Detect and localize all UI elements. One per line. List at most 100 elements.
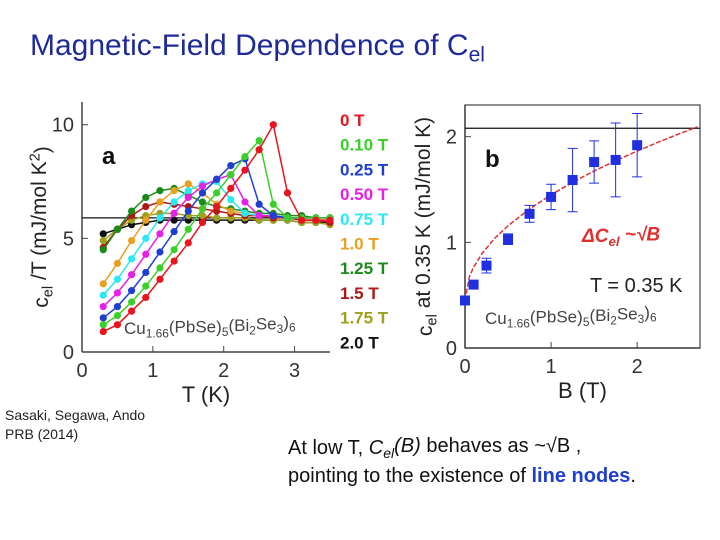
condition-label: T = 0.35 K: [590, 275, 683, 297]
text-part: 6: [289, 320, 296, 334]
data-point: [198, 189, 207, 197]
data-point: [198, 218, 207, 227]
text-part: el: [424, 314, 440, 325]
text-part: line nodes: [532, 465, 631, 487]
data-point: [170, 198, 178, 206]
panel-label: b: [485, 146, 500, 173]
text-part: (B): [394, 435, 421, 457]
data-point: [128, 207, 136, 215]
data-point: [184, 225, 192, 233]
fit-label: ΔCel ~√B: [581, 224, 660, 249]
legend-entry: 0.10 T: [340, 136, 389, 155]
text-part: el: [40, 286, 56, 297]
data-point: [170, 257, 178, 265]
data-point: [567, 175, 578, 186]
data-point: [241, 209, 249, 217]
data-point: [128, 255, 136, 263]
legend-entry: 0 T: [340, 111, 365, 130]
data-point: [142, 193, 150, 202]
x-tick-label: 2: [218, 360, 229, 382]
data-point: [170, 209, 178, 217]
data-point: [546, 191, 557, 202]
text-part: ): [644, 303, 650, 322]
data-point: [503, 234, 514, 245]
text-part: Se: [256, 314, 277, 333]
data-point: [128, 237, 136, 245]
data-point: [632, 140, 643, 151]
text-part: 3: [638, 312, 645, 326]
data-point: [227, 196, 235, 204]
text-part: Se: [617, 304, 638, 323]
text-part: c: [414, 326, 437, 337]
data-point: [99, 246, 107, 254]
data-point: [184, 187, 192, 195]
text-part: C: [369, 437, 384, 459]
data-point: [184, 193, 192, 202]
data-point: [255, 212, 263, 220]
data-point: [156, 230, 164, 238]
text-part: ): [31, 146, 54, 153]
data-point: [184, 207, 192, 215]
data-point: [156, 214, 164, 222]
text-part: (PbSe): [530, 307, 583, 326]
data-point: [298, 216, 306, 224]
text-part: Magnetic-Field Dependence of C: [30, 29, 469, 62]
data-point: [99, 302, 107, 311]
data-point: [460, 295, 470, 306]
data-point: [142, 293, 150, 302]
data-point: [156, 275, 164, 283]
data-point: [142, 250, 150, 258]
text-part: Cu: [124, 319, 146, 338]
data-point: [170, 187, 178, 195]
x-axis-label: T (K): [182, 382, 230, 407]
plot-area: [464, 104, 701, 349]
data-point: [269, 200, 277, 208]
text-part: ΔC: [581, 226, 609, 247]
x-tick-label: 1: [147, 360, 158, 382]
data-point: [255, 137, 263, 145]
data-point: [99, 291, 107, 299]
text-part: ~√B: [620, 224, 661, 245]
compound-label: Cu1.66(PbSe)5(Bi2Se3)6: [485, 303, 657, 331]
legend-entry: 1.0 T: [340, 235, 379, 254]
data-point: [589, 157, 600, 168]
legend-entry: 1.25 T: [340, 259, 389, 278]
text-part: 5: [583, 315, 590, 329]
y-tick-label: 5: [63, 228, 74, 250]
x-tick-label: 3: [289, 360, 300, 382]
legend-entry: 2.0 T: [340, 333, 379, 352]
data-point: [142, 282, 150, 290]
legend-entry: 0.75 T: [340, 210, 389, 229]
data-point: [99, 321, 107, 329]
data-point: [99, 237, 107, 245]
data-point: [113, 302, 122, 311]
data-point: [156, 187, 164, 195]
data-point: [142, 202, 150, 211]
text-part: Cu: [485, 309, 507, 328]
data-point: [481, 260, 492, 271]
data-point: [113, 321, 122, 329]
data-point: [113, 275, 122, 283]
x-tick-label: 0: [459, 356, 470, 378]
text-part: el: [383, 445, 395, 461]
data-point: [227, 162, 235, 170]
data-point: [326, 216, 334, 224]
data-point: [99, 314, 107, 322]
text-part: 2: [27, 153, 43, 161]
panel-label: a: [102, 143, 116, 170]
data-point: [113, 312, 122, 320]
data-point: [610, 154, 621, 165]
text-part: pointing to the existence of: [288, 465, 532, 487]
x-axis-label: B (T): [558, 378, 607, 403]
data-point: [269, 212, 277, 220]
text-part: 6: [650, 310, 657, 324]
data-point: [142, 234, 150, 242]
text-part: 2: [610, 314, 617, 328]
data-point: [227, 207, 235, 215]
text-part: (PbSe): [169, 317, 222, 336]
data-point: [99, 280, 107, 288]
text-part: 3: [277, 322, 284, 336]
data-point: [170, 216, 178, 224]
data-point: [213, 189, 221, 197]
